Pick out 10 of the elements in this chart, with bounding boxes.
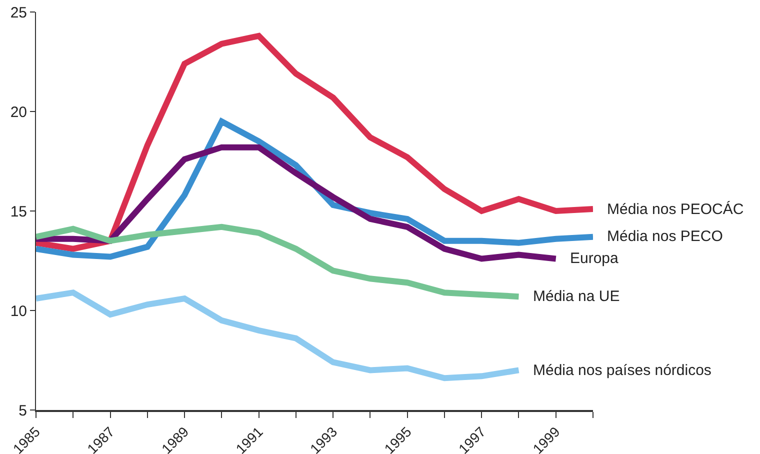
series-label: Média nos PECO <box>607 228 723 245</box>
series-label: Europa <box>570 250 620 267</box>
y-tick-label: 10 <box>10 302 27 320</box>
series-label: Média nos PEOCÁC <box>607 200 744 218</box>
y-tick-label: 20 <box>10 104 27 121</box>
y-tick-label: 15 <box>10 203 27 220</box>
y-tick-label: 25 <box>10 4 27 22</box>
y-tick-label: 5 <box>18 402 27 420</box>
series-label: Média na UE <box>533 288 620 305</box>
series-label: Média nos países nórdicos <box>533 362 712 379</box>
